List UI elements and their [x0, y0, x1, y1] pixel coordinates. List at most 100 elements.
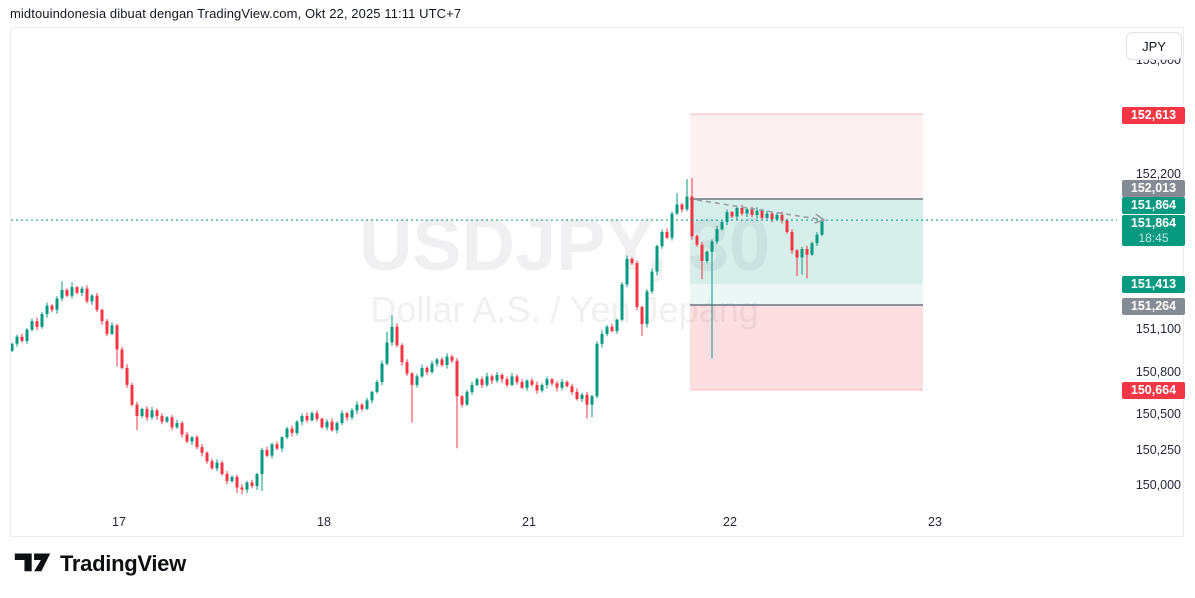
- candle-body: [680, 204, 684, 210]
- candle-body: [415, 376, 419, 385]
- candle-body: [730, 212, 734, 217]
- candle-body: [290, 428, 294, 433]
- candle-body: [555, 383, 559, 388]
- trend-arrow-line[interactable]: [696, 199, 825, 221]
- candle-body: [220, 462, 224, 474]
- candle-body: [180, 423, 184, 435]
- candle-body: [35, 321, 39, 327]
- candle-body: [170, 417, 174, 428]
- price-badge: 151,864: [1122, 196, 1185, 214]
- candle-body: [420, 367, 424, 377]
- candle-body: [645, 291, 649, 324]
- time-label: 22: [723, 515, 737, 529]
- candle-body: [145, 408, 149, 418]
- candle-body: [240, 487, 244, 490]
- candle-body: [50, 305, 54, 310]
- candle-body: [515, 376, 519, 383]
- candle-body: [65, 290, 69, 296]
- time-label: 17: [112, 515, 126, 529]
- candle-body: [600, 333, 604, 344]
- candle-body: [60, 290, 64, 299]
- price-badge: 150,664: [1122, 382, 1185, 400]
- position-zone: [690, 305, 923, 390]
- candle-body: [185, 434, 189, 442]
- candle-body: [520, 382, 524, 388]
- candle-body: [250, 482, 254, 486]
- candle-body: [620, 284, 624, 320]
- candle-body: [625, 258, 629, 285]
- candle-body: [75, 287, 79, 293]
- candle-body: [40, 314, 44, 327]
- candle-body: [785, 220, 789, 232]
- candle-body: [210, 461, 214, 469]
- candle-body: [595, 343, 599, 397]
- candle-body: [130, 384, 134, 405]
- candle-body: [775, 215, 779, 220]
- trend-arrow-head: [814, 213, 826, 224]
- price-tick-label: 150,500: [1135, 407, 1181, 422]
- candle-body: [565, 382, 569, 387]
- candle-body: [550, 379, 554, 384]
- candle-body: [385, 342, 389, 364]
- candle-body: [755, 210, 759, 215]
- candle-body: [160, 416, 164, 422]
- candle-body: [165, 417, 169, 422]
- candle-body: [310, 413, 314, 421]
- tradingview-logo-icon: [14, 553, 51, 572]
- candle-body: [810, 243, 814, 255]
- candle-body: [430, 363, 434, 373]
- candle-body: [455, 360, 459, 397]
- candle-body: [70, 287, 74, 296]
- candle-body: [100, 309, 104, 322]
- tradingview-logo[interactable]: TradingView: [14, 550, 186, 578]
- candle-body: [390, 326, 394, 343]
- candle-body: [135, 404, 139, 416]
- candle-body: [275, 444, 279, 449]
- candle-body: [305, 416, 309, 421]
- time-label: 18: [317, 515, 331, 529]
- candle-body: [11, 343, 14, 351]
- candle-body: [300, 416, 304, 422]
- candle-body: [270, 444, 274, 456]
- candle-body: [110, 325, 114, 334]
- candle-body: [675, 204, 679, 214]
- candle-body: [585, 394, 589, 405]
- price-axis[interactable]: 153,000 152,200 151,100 150,800 150,500 150,2…: [1119, 28, 1185, 509]
- candle-body: [490, 376, 494, 381]
- candle-body: [115, 325, 119, 350]
- candle-body: [190, 437, 194, 442]
- tradingview-logo-text: TradingView: [60, 551, 186, 576]
- candle-body: [610, 326, 614, 331]
- candle-body: [155, 410, 159, 416]
- candle-body: [90, 295, 94, 302]
- candle-body: [590, 396, 594, 405]
- candle-body: [655, 246, 659, 272]
- candle-body: [495, 374, 499, 381]
- candle-body: [320, 418, 324, 428]
- candle-body: [795, 250, 799, 258]
- candle-body: [765, 213, 769, 218]
- candle-body: [80, 288, 84, 293]
- currency-button[interactable]: JPY: [1126, 32, 1182, 60]
- candle-body: [205, 452, 209, 462]
- chart-pane[interactable]: [11, 28, 1118, 509]
- candle-body: [820, 220, 824, 235]
- candle-body: [805, 249, 809, 255]
- candle-body: [15, 336, 19, 344]
- candle-body: [720, 222, 724, 230]
- candle-body: [800, 249, 804, 258]
- position-zones: [690, 113, 923, 391]
- candle-body: [400, 345, 404, 363]
- candle-body: [370, 391, 374, 401]
- time-axis[interactable]: 17 18 21 22 23: [11, 509, 1118, 537]
- current-price-value: 151,864: [1130, 215, 1177, 230]
- candle-body: [195, 437, 199, 448]
- candle-body: [425, 367, 429, 373]
- candle-body: [255, 474, 259, 486]
- candle-body: [745, 209, 749, 214]
- candle-body: [475, 379, 479, 385]
- candle-body: [410, 373, 414, 385]
- candle-body: [505, 379, 509, 385]
- candle-body: [695, 236, 699, 245]
- candle-body: [30, 321, 34, 330]
